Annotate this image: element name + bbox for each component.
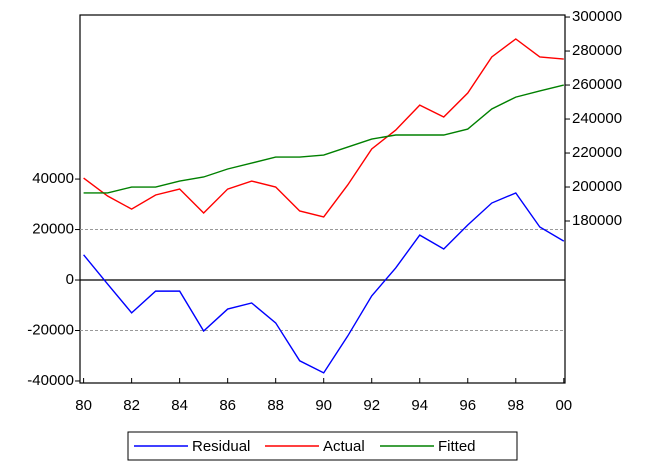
x-tick-label: 00 [555, 397, 572, 414]
x-tick-label: 88 [267, 397, 284, 414]
x-tick-label: 80 [75, 397, 92, 414]
series-line [83, 84, 564, 194]
y2-tick-label: 220000 [572, 144, 622, 161]
y-tick-label: -40000 [27, 372, 74, 389]
y2-tick-label: 280000 [572, 42, 622, 59]
plot-frame [79, 14, 566, 384]
x-tick-label: 90 [315, 397, 332, 414]
legend-label: Residual [192, 438, 250, 455]
x-tick-label: 96 [459, 397, 476, 414]
legend-label: Fitted [438, 438, 476, 455]
x-tick-label: 84 [171, 397, 188, 414]
y2-tick-label: 240000 [572, 110, 622, 127]
legend-label: Actual [323, 438, 365, 455]
y2-tick-label: 180000 [572, 212, 622, 229]
y-tick-label: 20000 [32, 221, 74, 238]
x-tick-label: 82 [123, 397, 140, 414]
series-line [83, 38, 564, 218]
y2-tick-label: 300000 [572, 8, 622, 25]
y-tick-label: -20000 [27, 321, 74, 338]
x-tick-label: 86 [219, 397, 236, 414]
y2-tick-label: 260000 [572, 76, 622, 93]
y-tick-label: 40000 [32, 170, 74, 187]
legend-box [127, 431, 518, 461]
x-tick-label: 98 [507, 397, 524, 414]
x-tick-label: 92 [363, 397, 380, 414]
y2-tick-label: 200000 [572, 178, 622, 195]
series-line [83, 192, 565, 374]
x-tick-label: 94 [411, 397, 428, 414]
y-tick-label: 0 [66, 271, 74, 288]
